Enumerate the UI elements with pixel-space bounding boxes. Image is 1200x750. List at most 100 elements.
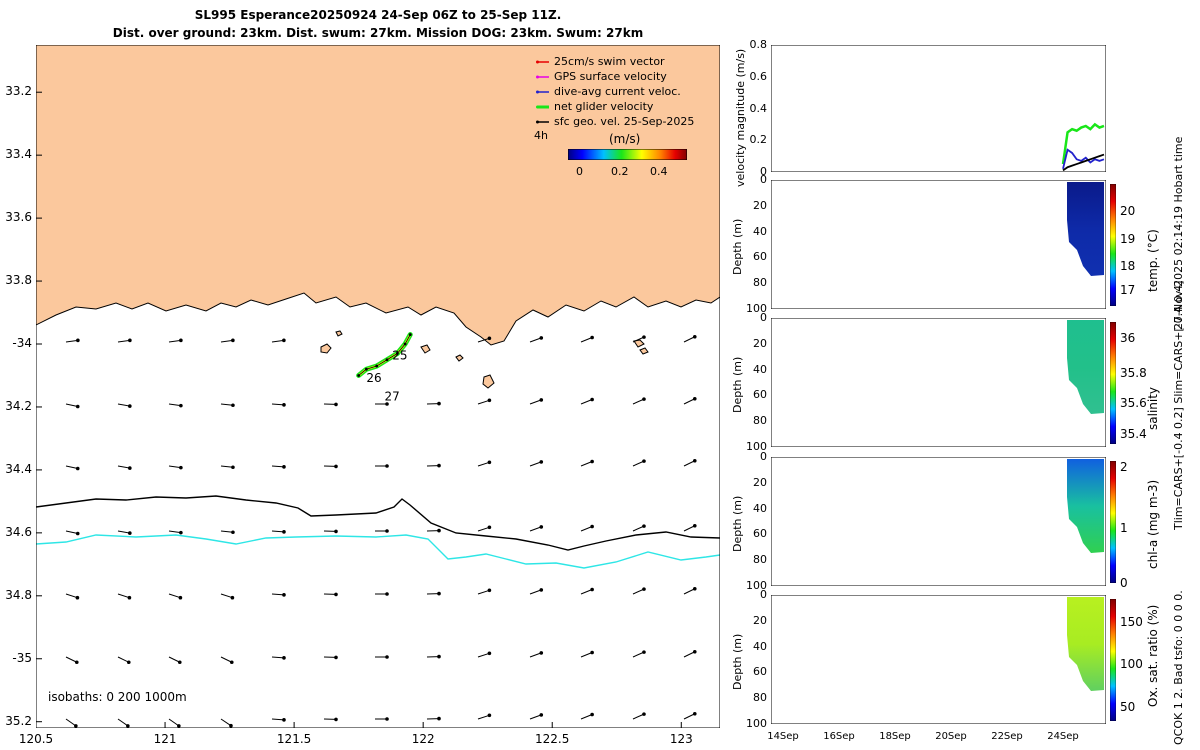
current-arrow-head bbox=[231, 403, 235, 408]
map-y-tick-label: 35.2 bbox=[5, 713, 32, 728]
depth-ylabel: Depth (m) bbox=[731, 356, 744, 413]
salinity-colorbar-tick: 35.4 bbox=[1120, 427, 1147, 441]
date-tick-label: 20Sep bbox=[935, 731, 967, 742]
current-arrow-head bbox=[487, 525, 492, 530]
legend-swatch bbox=[536, 120, 549, 124]
current-arrow-head bbox=[179, 338, 183, 343]
legend-item: 25cm/s swim vector bbox=[536, 55, 665, 69]
current-arrow-head bbox=[126, 724, 130, 728]
map-y-tick-label: 33.6 bbox=[5, 210, 32, 225]
current-arrow-head bbox=[385, 402, 389, 406]
chart-title: SL995 Esperance20250924 24-Sep 06Z to 25… bbox=[194, 8, 562, 22]
isobath-200 bbox=[36, 495, 720, 551]
current-arrow bbox=[683, 713, 696, 720]
current-arrow-head bbox=[229, 723, 233, 728]
legend-label: sfc geo. vel. 25-Sep-2025 bbox=[554, 115, 695, 128]
current-arrow bbox=[271, 656, 285, 659]
temp-colorbar-tick: 17 bbox=[1120, 283, 1136, 297]
current-arrow bbox=[580, 526, 593, 532]
current-arrow-head bbox=[334, 655, 338, 660]
current-arrow bbox=[477, 526, 490, 532]
map-y-tick-label: 34.2 bbox=[5, 398, 32, 413]
current-arrow-head bbox=[334, 464, 338, 469]
current-arrow bbox=[168, 718, 180, 727]
current-arrow-head bbox=[642, 459, 646, 463]
current-arrow bbox=[220, 339, 233, 343]
depth-tick: 40 bbox=[753, 639, 767, 653]
current-arrow bbox=[529, 652, 542, 658]
salinity-profile-data bbox=[1067, 320, 1104, 414]
map-y-tick-label: 34.4 bbox=[5, 461, 32, 476]
current-arrow bbox=[220, 718, 232, 727]
salinity-colorbar-tick: 35.8 bbox=[1120, 366, 1147, 380]
salinity-colorbar-tick: 35.6 bbox=[1120, 396, 1147, 410]
salinity-colorbar bbox=[1110, 322, 1116, 444]
oxygen-colorbar-tick: 100 bbox=[1120, 657, 1143, 671]
current-arrow bbox=[117, 656, 130, 663]
current-arrow-head bbox=[128, 531, 132, 535]
isobath-1000 bbox=[36, 534, 720, 569]
current-arrow bbox=[683, 588, 696, 595]
legend-interval-label: 4h bbox=[534, 129, 548, 142]
current-arrow bbox=[632, 713, 645, 720]
depth-tick: 40 bbox=[753, 224, 767, 238]
current-arrow-head bbox=[127, 595, 132, 600]
current-arrow-head bbox=[692, 334, 697, 339]
legend-label: 25cm/s swim vector bbox=[554, 55, 665, 68]
islands bbox=[320, 330, 649, 389]
map-x-tick-label: 120.5 bbox=[18, 732, 54, 746]
current-arrow-head bbox=[590, 650, 594, 655]
current-arrow bbox=[580, 461, 593, 467]
map-legend: 25cm/s swim vector GPS surface velocity di… bbox=[528, 52, 718, 178]
current-arrow bbox=[117, 593, 130, 599]
depth-tick: 40 bbox=[753, 362, 767, 376]
current-arrow bbox=[65, 718, 77, 727]
current-arrow-head bbox=[282, 338, 286, 343]
current-arrow-head bbox=[642, 397, 646, 401]
current-arrow-head bbox=[487, 713, 492, 718]
current-arrow bbox=[65, 656, 78, 663]
velocity-y-tick: 0.8 bbox=[749, 38, 768, 51]
current-arrow bbox=[271, 530, 285, 533]
depth-tick: 80 bbox=[753, 553, 767, 567]
current-arrow bbox=[271, 403, 285, 406]
track-point bbox=[403, 342, 407, 346]
current-arrow-head bbox=[75, 595, 80, 600]
date-tick-label: 22Sep bbox=[991, 731, 1023, 742]
colorbar-tick: 0.2 bbox=[611, 165, 629, 178]
velocity-ylabel: velocity magnitude (m/s) bbox=[734, 48, 747, 187]
current-arrow-head bbox=[692, 649, 697, 654]
date-tick-label: 18Sep bbox=[879, 731, 911, 742]
temp-profile-panel bbox=[771, 180, 1106, 309]
current-arrow-head bbox=[128, 466, 132, 470]
depth-tick: 60 bbox=[753, 665, 767, 679]
track-point bbox=[375, 364, 379, 368]
depth-tick: 100 bbox=[746, 579, 767, 592]
current-arrow bbox=[580, 337, 593, 343]
island bbox=[482, 374, 495, 389]
salinity-colorbar-tick: 36 bbox=[1120, 331, 1136, 345]
depth-tick: 0 bbox=[760, 450, 767, 463]
velocity-series-line bbox=[1062, 153, 1105, 172]
current-arrow-head bbox=[334, 402, 338, 407]
depth-tick: 100 bbox=[746, 440, 767, 453]
current-arrow bbox=[477, 399, 490, 405]
current-arrow bbox=[529, 399, 542, 405]
current-arrow-head bbox=[642, 587, 646, 591]
colorbar-unit: (m/s) bbox=[609, 132, 641, 146]
current-arrow-head bbox=[642, 650, 646, 654]
current-arrow-head bbox=[76, 338, 80, 343]
velocity-panel bbox=[771, 45, 1106, 172]
current-arrow-head bbox=[642, 335, 646, 339]
map-y-tick-label: 34.8 bbox=[5, 587, 32, 602]
current-arrow-head bbox=[487, 336, 492, 341]
current-arrow bbox=[65, 403, 78, 407]
current-arrow bbox=[65, 339, 78, 343]
current-arrow bbox=[632, 398, 645, 405]
legend-swatch bbox=[536, 105, 549, 109]
current-arrow-head bbox=[282, 656, 286, 660]
current-arrow-head bbox=[692, 711, 697, 716]
current-arrow bbox=[683, 398, 696, 405]
current-arrow bbox=[65, 465, 78, 469]
velocity-y-tick: 0.4 bbox=[749, 101, 768, 115]
